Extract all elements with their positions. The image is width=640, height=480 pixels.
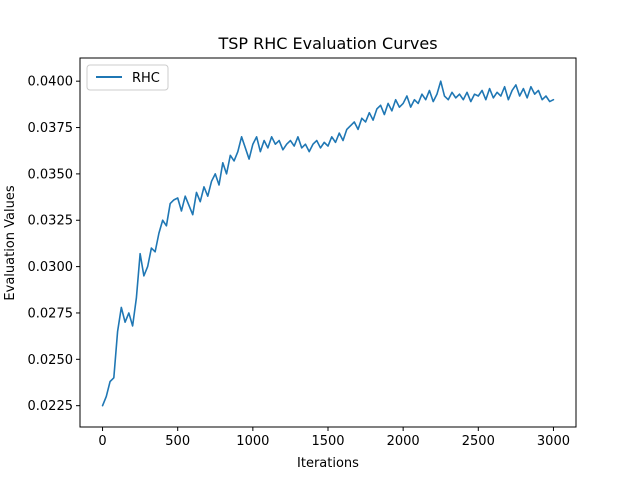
y-tick-label: 0.0275 [28,306,74,321]
y-tick-label: 0.0350 [28,167,74,182]
x-axis-ticks: 0 500 1000 1500 2000 2500 3000 [98,427,570,449]
legend: RHC [86,64,169,91]
y-tick-label: 0.0300 [28,260,74,275]
x-tick-label: 2000 [387,434,420,449]
y-tick-label: 0.0225 [28,399,74,414]
x-axis-label: Iterations [297,456,359,471]
legend-box [86,64,169,91]
x-tick-label: 2500 [462,434,495,449]
y-tick-label: 0.0325 [28,214,74,229]
x-tick-label: 1500 [311,434,344,449]
x-tick-label: 500 [165,434,190,449]
y-tick-label: 0.0250 [28,353,74,368]
x-tick-label: 1000 [236,434,269,449]
series-line-rhc [101,80,555,407]
x-tick-label: 0 [98,434,106,449]
chart-title: TSP RHC Evaluation Curves [217,34,437,53]
series-layer [101,80,555,407]
y-tick-label: 0.0400 [28,75,74,90]
y-axis-ticks: 0.0225 0.0250 0.0275 0.0300 0.0325 0.0350 0.03… [28,75,80,414]
legend-label-rhc: RHC [132,71,160,86]
plot-area: 0 500 1000 1500 2000 2500 3000 0.02250.02500.0… [28,57,577,449]
x-tick-label: 3000 [537,434,570,449]
y-axis-label: Evaluation Values [3,185,18,300]
y-tick-label: 0.0375 [28,121,74,136]
